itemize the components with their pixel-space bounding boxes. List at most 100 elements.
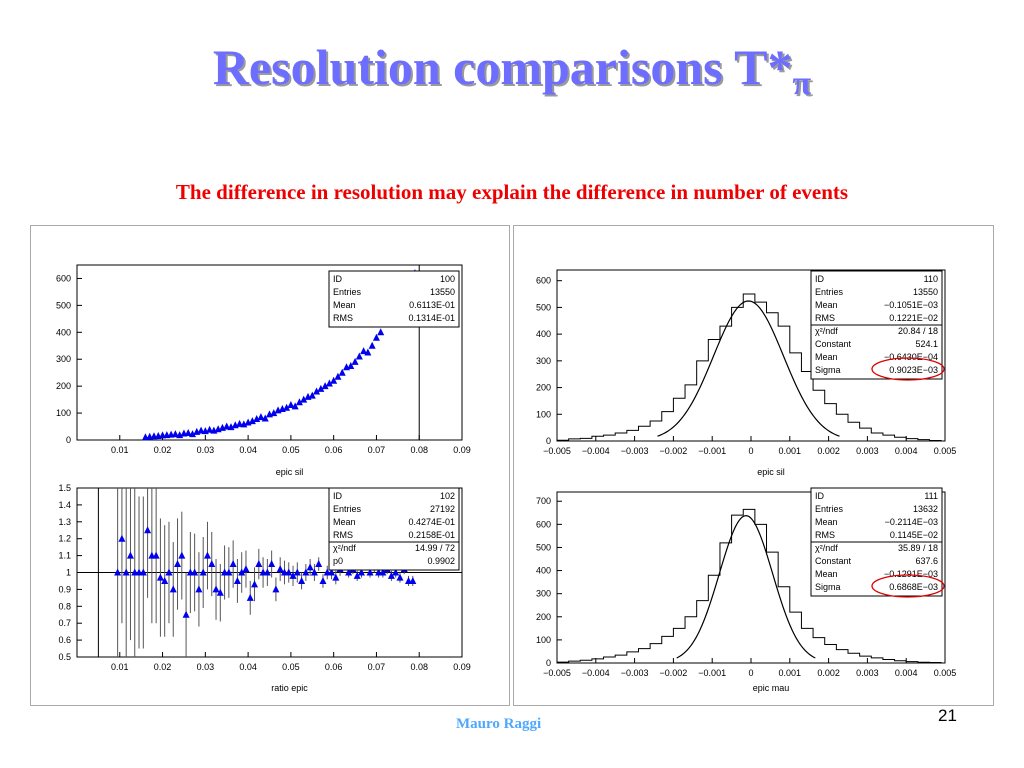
ch3-stat-name: Sigma [815,365,841,375]
ch4-xtick-label: −0.001 [698,668,726,678]
ch1-data-point [372,333,380,341]
ch2-ytick-label: 0.7 [58,618,71,628]
ch1-data-point [261,414,269,422]
ch1-stat-name: Entries [333,287,362,297]
ch2-data-point [251,580,259,588]
ch3-xtick-label: −0.002 [660,446,688,456]
ch2-data-point [285,568,293,576]
ch3-highlight-circle [871,357,945,381]
ch4-xtick-label: 0 [748,668,753,678]
ch1-ytick-label: 0 [66,435,71,445]
ch2-ytick-label: 0.9 [58,584,71,594]
ch1-data-point [257,413,265,421]
ch4-xtick-label: −0.005 [543,668,571,678]
ch3-ytick-label: 400 [536,329,551,339]
ch3-xtick-label: −0.004 [582,446,610,456]
ch1-data-point [240,420,248,428]
ch2-data-point [161,576,169,584]
ch1-data-point [347,361,355,369]
ch4-histogram [556,508,942,664]
ch1-stat-value: 100 [440,274,455,284]
ch1-data-point [317,384,325,392]
ch1-data-point [189,430,196,438]
ch1-data-point [321,382,329,390]
ch1-data-point [355,352,363,360]
ch4-stat-value: 0.1145E−02 [890,530,938,540]
ch1-ytick-label: 100 [56,408,71,418]
ch4-xtick-label: 0.003 [856,668,879,678]
ch1-stat-value: 0.1314E-01 [408,313,455,323]
ch2-data-point [315,560,323,568]
ch2-data-point [156,573,164,581]
ch2-data-point [289,571,297,579]
ch3-ytick-label: 500 [536,302,551,312]
ch2-data-point [208,560,216,568]
ch2-data-point [357,568,365,576]
ch2-data-point [238,568,246,576]
page-number: 21 [938,706,957,725]
ch2-xtick-label: 0.08 [410,662,428,672]
ch4-xlabel: epic mau [753,683,790,693]
ch3-ytick-label: 200 [536,383,551,393]
ch1-data-point [334,372,342,380]
ch1-ytick-label: 500 [56,300,71,310]
ch3-stat-name: Mean [815,300,838,310]
ch4-stat-value: −0.1291E−03 [884,569,938,579]
ch2-data-point [126,551,134,559]
ch2-data-point [306,563,314,571]
ch1-ytick-label: 400 [56,327,71,337]
ch4-stat-name: RMS [815,530,835,540]
ch2-data-point [169,585,177,593]
ch3-ytick-label: 600 [536,276,551,286]
ch1-data-point [171,430,179,438]
ch2-data-point [246,593,254,601]
ch1-data-point [184,429,192,436]
ch4-stat-name: Entries [815,504,844,514]
ch2-stat-name: ID [333,491,343,501]
ch2-data-point [310,568,318,576]
ch2-data-point [212,585,220,593]
ch2-stats-box [328,487,460,571]
ch1-data-point [325,379,333,387]
ch1-stat-name: ID [333,274,343,284]
ch4-xtick-label: 0.001 [779,668,802,678]
ch2-stat-value: 0.4274E-01 [408,517,455,527]
ch2-stat-value: 0.2158E-01 [408,530,455,540]
ch3-fit-curve [657,300,840,437]
ch2-data-point [165,568,173,576]
ch1-data-point [283,403,291,411]
ch3-stat-name: Mean [815,352,838,362]
ch2-stat-name: p0 [333,556,343,566]
ch3-stat-name: Constant [815,339,852,349]
ch2-data-point [118,534,126,542]
ch4-ytick-label: 200 [536,612,551,622]
ch3-ytick-label: 300 [536,356,551,366]
ch4-xtick-label: 0.005 [934,668,957,678]
ch2-data-point [195,585,203,593]
ch2-xtick-label: 0.09 [453,662,471,672]
ch4-stat-name: χ²/ndf [815,543,838,553]
ch2-data-point [199,568,207,576]
ch2-data-point [268,560,276,568]
ch1-data-point [368,341,376,349]
ch3-stat-value: −0.1051E−03 [884,300,938,310]
ch3-xtick-label: −0.005 [543,446,571,456]
ch3-xtick-label: 0.003 [856,446,879,456]
ch1-data-point [206,425,214,433]
ch2-data-point [302,568,310,576]
ch1-xtick-label: 0.08 [410,445,428,455]
ch2-xtick-label: 0.03 [197,662,215,672]
ch2-data-point [144,526,152,534]
ch4-stat-value: 35.89 / 18 [898,543,938,553]
ch4-stat-value: 637.6 [915,556,938,566]
ch3-ytick-label: 0 [546,436,551,446]
ch4-stat-value: 13632 [913,504,938,514]
title-subscript: π [792,65,812,102]
ch1-data-point [364,348,372,356]
ch1-data-point [253,415,261,422]
ch2-data-point [233,576,241,584]
ch3-xtick-label: −0.003 [621,446,649,456]
ch1-ytick-label: 300 [56,354,71,364]
ch2-xtick-label: 0.04 [239,662,257,672]
